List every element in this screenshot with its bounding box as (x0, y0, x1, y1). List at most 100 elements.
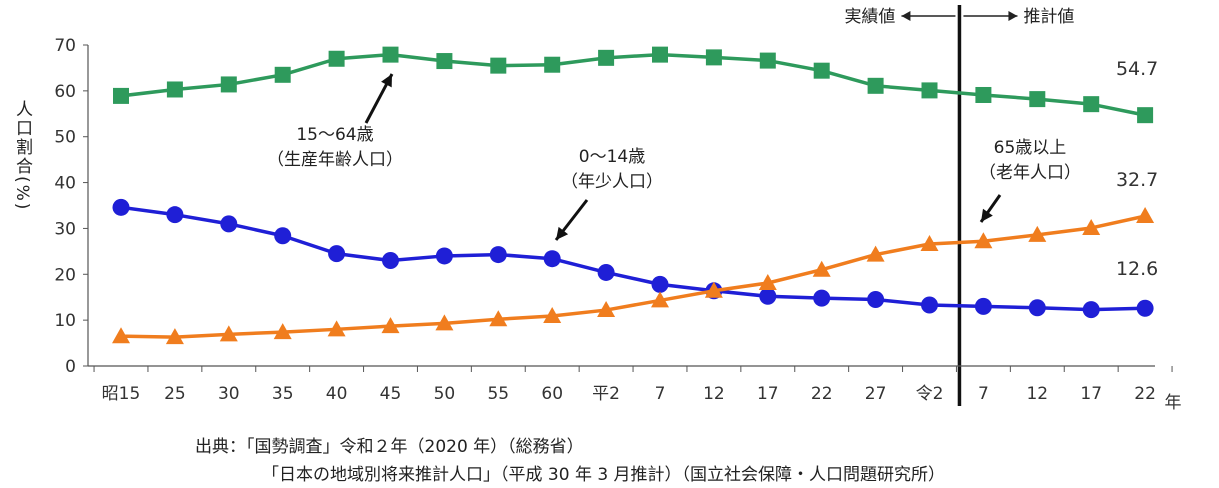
x-tick-label: 50 (434, 384, 456, 404)
actual-arrowhead (901, 11, 911, 21)
x-tick-label: 30 (218, 384, 240, 404)
x-tick-label: 35 (272, 384, 294, 404)
young-point (597, 263, 615, 281)
young-point (435, 247, 453, 265)
x-tick-label: 17 (1080, 384, 1102, 404)
young-point (921, 296, 938, 314)
working-point (220, 76, 237, 93)
x-tick-label: 22 (1134, 384, 1156, 404)
x-tick-label: 12 (703, 384, 725, 404)
x-tick-label: 12 (1026, 384, 1048, 404)
young-point (220, 215, 238, 233)
young-point (489, 246, 507, 264)
working-end-label: 54.7 (1116, 58, 1158, 80)
y-tick-label: 0 (65, 357, 76, 377)
working-point (1137, 107, 1154, 124)
x-tick-label: 60 (541, 384, 563, 404)
elderly-point (597, 301, 616, 318)
working-point (867, 77, 884, 94)
young-point (1082, 301, 1100, 319)
working-point (975, 86, 992, 103)
source-line-2: 「日本の地域別将来推計人口」（平成 30 年 3 月推計）（国立社会保障・人口問… (262, 465, 946, 485)
working-point (1083, 96, 1100, 113)
young-annotation-arrowhead (556, 226, 569, 240)
elderly-point (866, 245, 885, 262)
x-tick-label: 昭15 (102, 384, 141, 404)
y-axis-label: 人口割合(%) (12, 100, 33, 211)
y-tick-label: 30 (54, 219, 76, 239)
young-point (543, 250, 561, 268)
elderly-point (543, 307, 562, 324)
working-point (652, 46, 668, 63)
elderly-line (120, 214, 1146, 339)
working-annotation: 15～64歳 （生産年齢人口） (267, 73, 403, 170)
working-point (274, 66, 291, 83)
elderly-point (812, 260, 831, 277)
young-annotation-name: 0～14歳 (579, 147, 645, 167)
elderly-point (273, 323, 292, 340)
y-tick-label: 70 (54, 36, 76, 56)
x-tick-label: 平2 (592, 384, 620, 404)
working-point (490, 57, 507, 74)
working-point (705, 49, 722, 66)
elderly-annotation-arrowhead (981, 208, 993, 222)
young-point (1136, 299, 1154, 317)
elderly-annotation-name: 65歳以上 (994, 138, 1067, 158)
projected-period-label: 推計値 (1023, 7, 1074, 27)
young-point (974, 297, 992, 315)
young-annotation: 0～14歳 （年少人口） (554, 147, 663, 241)
actual-period-label: 実績値 (844, 7, 895, 27)
projected-arrowhead (1008, 11, 1018, 21)
y-tick-label: 10 (54, 311, 76, 331)
elderly-point (327, 320, 346, 337)
working-point (113, 87, 129, 104)
x-tick-label: 17 (757, 384, 779, 404)
working-point (382, 46, 399, 63)
elderly-point (758, 273, 777, 290)
elderly-point (112, 327, 130, 344)
elderly-point (1136, 207, 1155, 224)
y-tick-label: 60 (54, 82, 76, 102)
young-point (651, 275, 669, 293)
x-tick-label: 令2 (916, 384, 944, 404)
working-annotation-name: 15～64歳 (296, 125, 373, 145)
elderly-point (381, 317, 400, 334)
elderly-point (165, 328, 184, 345)
elderly-point (219, 325, 238, 342)
young-point (166, 206, 184, 224)
working-annotation-sub: （生産年齢人口） (267, 150, 403, 170)
working-point (328, 50, 345, 67)
y-tick-label: 50 (54, 128, 76, 148)
young-point (112, 198, 130, 216)
young-point (1028, 299, 1046, 317)
x-tick-label: 45 (380, 384, 402, 404)
x-tick-label: 55 (487, 384, 509, 404)
working-line (120, 52, 1146, 117)
young-point (382, 252, 399, 270)
working-point (436, 53, 453, 70)
y-tick-label: 20 (54, 265, 76, 285)
working-point (921, 82, 938, 99)
working-point (544, 56, 561, 73)
y-tick-label: 40 (54, 174, 76, 194)
x-tick-label: 22 (811, 384, 833, 404)
elderly-point (704, 281, 723, 298)
young-annotation-sub: （年少人口） (561, 172, 663, 192)
elderly-point (489, 310, 508, 327)
young-point (274, 227, 292, 245)
elderly-point (1082, 218, 1101, 235)
x-tick-label: 27 (865, 384, 887, 404)
elderly-point (651, 291, 669, 308)
elderly-point (974, 232, 993, 249)
x-tick-label: 7 (655, 384, 666, 404)
elderly-annotation-sub: （老年人口） (979, 163, 1081, 183)
elderly-end-label: 32.7 (1116, 169, 1158, 191)
x-tick-label: 40 (326, 384, 348, 404)
elderly-point (435, 314, 454, 331)
young-end-label: 12.6 (1116, 258, 1158, 280)
x-tick-label: 25 (164, 384, 186, 404)
working-point (759, 52, 776, 69)
young-point (867, 291, 885, 309)
working-point (598, 49, 615, 66)
